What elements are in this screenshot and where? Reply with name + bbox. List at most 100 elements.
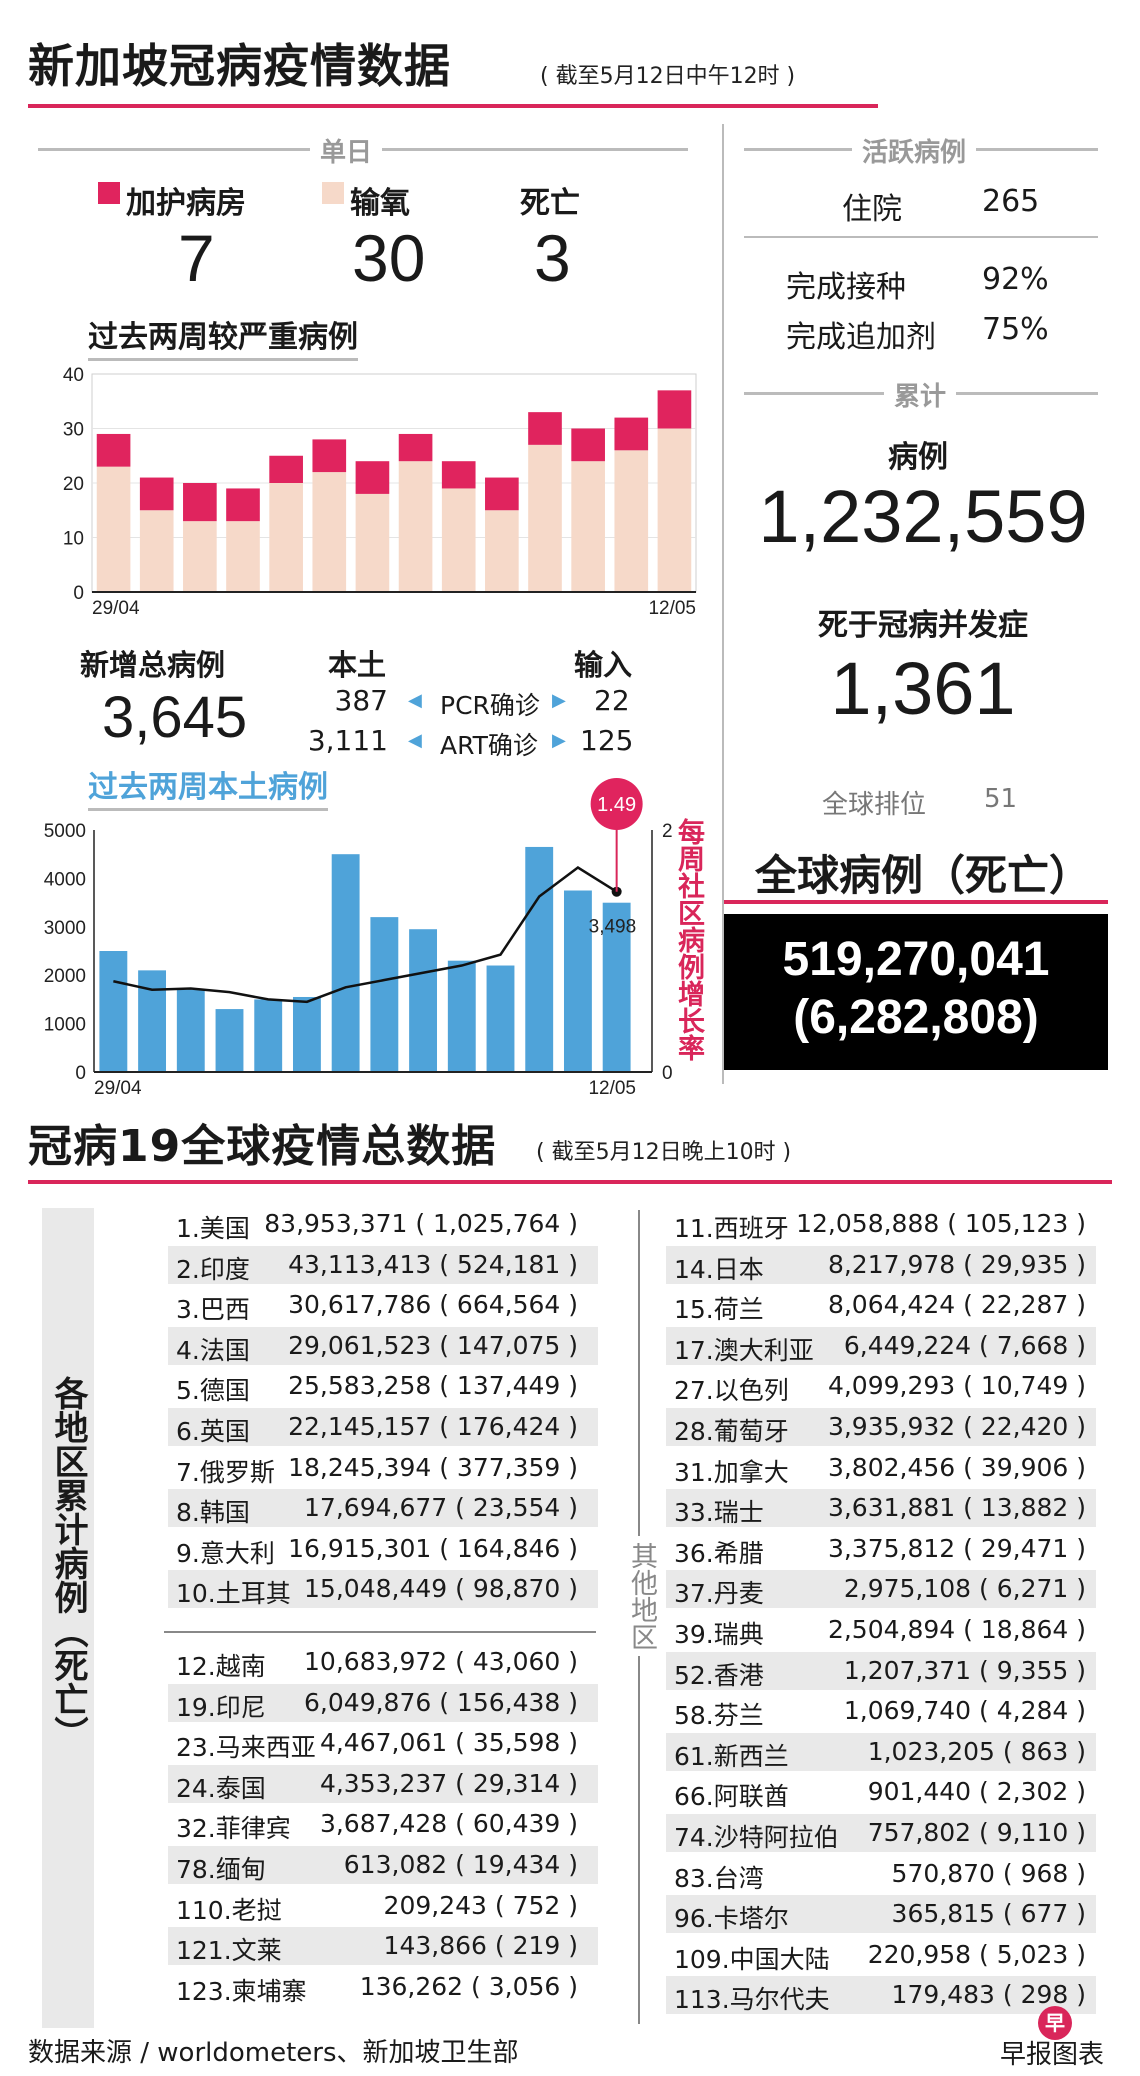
- country-cases: 4,353,237 ( 29,314 ): [319, 1768, 578, 1798]
- other-label: 其他地区: [626, 1536, 657, 1656]
- list-item: 28.葡萄牙 3,935,932 ( 22,420 ): [666, 1408, 1096, 1446]
- list-item: 14.日本 8,217,978 ( 29,935 ): [666, 1245, 1096, 1284]
- bar-local-cases: [331, 854, 360, 1072]
- global-underline: [724, 900, 1108, 904]
- country-name: 52.香港: [674, 1660, 764, 1690]
- bar-oxygen: [355, 493, 390, 592]
- country-name: 4.法国: [176, 1335, 250, 1365]
- hospital-label: 住院: [842, 192, 902, 227]
- country-cases: 2,504,894 ( 18,864 ): [827, 1615, 1086, 1644]
- list-item: 121.文莱 143,866 ( 219 ): [168, 1927, 598, 1966]
- vaccinated-label: 完成接种: [786, 270, 906, 305]
- bar-local-cases: [370, 917, 399, 1072]
- y-tick-label: 0: [73, 583, 84, 604]
- bar-oxygen: [183, 521, 217, 592]
- y-tick-label: 3000: [44, 918, 86, 939]
- list-item: 36.希腊 3,375,812 ( 29,471 ): [666, 1530, 1096, 1568]
- bar-local-cases: [176, 989, 205, 1072]
- list-item: 110.老挝 209,243 ( 752 ): [168, 1887, 598, 1925]
- deaths-label: 死于冠病并发症: [818, 608, 1028, 643]
- bar-icu: [485, 477, 519, 511]
- oxygen-swatch: [322, 182, 344, 204]
- country-cases: 209,243 ( 752 ): [383, 1890, 578, 1920]
- country-cases: 4,099,293 ( 10,749 ): [827, 1371, 1086, 1401]
- country-name: 37.丹麦: [674, 1579, 764, 1609]
- country-name: 5.德国: [176, 1376, 250, 1406]
- country-cases: 143,866 ( 219 ): [383, 1931, 578, 1961]
- country-cases: 29,061,523 ( 147,075 ): [288, 1330, 578, 1360]
- country-name: 110.老挝: [176, 1895, 282, 1925]
- global-deaths-value: (6,282,808): [793, 991, 1039, 1044]
- y-tick-label: 40: [63, 365, 84, 386]
- pcr-left-arrow-icon: ◀: [408, 690, 422, 711]
- list-item: 15.荷兰 8,064,424 ( 22,287 ): [666, 1286, 1096, 1324]
- pcr-right-arrow-icon: ▶: [552, 690, 566, 711]
- country-name: 31.加拿大: [674, 1457, 789, 1487]
- world-subtitle: ( 截至5月12日晚上10时 ): [536, 1140, 792, 1165]
- country-name: 78.缅甸: [176, 1855, 266, 1884]
- pcr-label: PCR确诊: [440, 691, 540, 720]
- new-cases-label: 新增总病例: [80, 648, 226, 682]
- list-item: 2.印度 43,113,413 ( 524,181 ): [168, 1245, 598, 1284]
- list-item: 58.芬兰 1,069,740 ( 4,284 ): [666, 1692, 1096, 1730]
- bar-local-cases: [99, 951, 128, 1072]
- side-label-box: [42, 1208, 94, 2028]
- country-cases: 570,870 ( 968 ): [891, 1858, 1086, 1888]
- cases-label: 病例: [888, 440, 948, 475]
- growth-rate-last-point: [611, 886, 622, 897]
- country-cases: 613,082 ( 19,434 ): [343, 1850, 578, 1879]
- bar-icu: [139, 477, 174, 511]
- bar-icu: [269, 455, 303, 483]
- list-item: 27.以色列 4,099,293 ( 10,749 ): [666, 1367, 1096, 1405]
- country-name: 24.泰国: [176, 1773, 266, 1803]
- country-name: 14.日本: [674, 1254, 764, 1284]
- country-name: 121.文莱: [176, 1936, 282, 1966]
- list-item: 33.瑞士 3,631,881 ( 13,882 ): [666, 1489, 1096, 1528]
- rank-label: 全球排位: [822, 790, 927, 820]
- country-cases: 25,583,258 ( 137,449 ): [288, 1371, 578, 1401]
- list-item: 32.菲律宾 3,687,428 ( 60,439 ): [168, 1805, 598, 1843]
- icu-swatch: [98, 182, 120, 204]
- new-cases-total: 3,645: [102, 685, 248, 750]
- country-cases: 18,245,394 ( 377,359 ): [288, 1452, 578, 1482]
- country-name: 3.巴西: [176, 1295, 250, 1325]
- bar-local-cases: [215, 1009, 244, 1072]
- country-name: 36.希腊: [674, 1538, 764, 1568]
- side-label: 各地区累计病例（死亡）: [48, 1376, 88, 1750]
- asean-divider: [164, 1631, 596, 1633]
- country-cases: 15,048,449 ( 98,870 ): [304, 1574, 578, 1604]
- country-name: 15.荷兰: [674, 1295, 764, 1325]
- list-item: 12.越南 10,683,972 ( 43,060 ): [168, 1643, 598, 1681]
- list-item: 8.韩国 17,694,677 ( 23,554 ): [168, 1489, 598, 1528]
- country-name: 74.沙特阿拉伯: [674, 1823, 839, 1852]
- bar-icu: [398, 433, 433, 462]
- bar-oxygen: [657, 428, 692, 592]
- highlight-bubble: [590, 778, 643, 830]
- y-tick-label: 1000: [44, 1015, 86, 1036]
- country-cases: 83,953,371 ( 1,025,764 ): [264, 1209, 578, 1238]
- hospital-value: 265: [982, 184, 1040, 219]
- bar-icu: [355, 461, 390, 494]
- severe-cases-chart: 0 10 20 30 40 29/04 12/05: [63, 365, 697, 619]
- pcr-import: 22: [594, 684, 630, 717]
- country-name: 8.韩国: [176, 1498, 250, 1528]
- country-name: 6.英国: [176, 1417, 250, 1446]
- page-title: 新加坡冠病疫情数据: [28, 39, 451, 93]
- bar-local-cases: [563, 890, 592, 1072]
- x-start-label: 29/04: [94, 1078, 142, 1099]
- y2-tick-label: 0: [662, 1063, 673, 1084]
- list-item: 5.德国 25,583,258 ( 137,449 ): [168, 1367, 598, 1405]
- list-item: 17.澳大利亚 6,449,224 ( 7,668 ): [666, 1326, 1096, 1365]
- bar-local-cases: [409, 929, 438, 1072]
- pcr-local: 387: [334, 684, 388, 717]
- severe-chart-title: 过去两周较严重病例: [88, 312, 358, 361]
- bar-icu: [183, 483, 217, 522]
- list-item: 52.香港 1,207,371 ( 9,355 ): [666, 1651, 1096, 1690]
- country-name: 61.新西兰: [674, 1741, 789, 1771]
- list-item: 11.西班牙 12,058,888 ( 105,123 ): [666, 1205, 1096, 1243]
- active-divider: [744, 236, 1098, 238]
- icu-value: 7: [178, 221, 215, 295]
- y-tick-label: 20: [63, 474, 84, 495]
- list-item: 123.柬埔寨 136,262 ( 3,056 ): [168, 1968, 598, 2006]
- bar-icu: [571, 428, 605, 462]
